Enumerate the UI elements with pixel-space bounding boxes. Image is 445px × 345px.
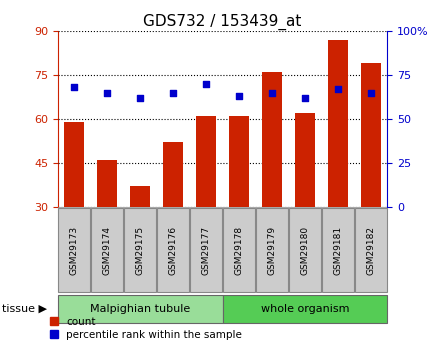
FancyBboxPatch shape [190, 208, 222, 293]
Bar [328, 40, 348, 207]
Point [71, 85, 78, 90]
FancyBboxPatch shape [124, 208, 156, 293]
Bar [361, 63, 380, 207]
Text: tissue ▶: tissue ▶ [2, 304, 47, 314]
Point [367, 90, 374, 95]
Point [301, 95, 308, 101]
Bar [295, 113, 315, 207]
Point [268, 90, 275, 95]
FancyBboxPatch shape [222, 295, 387, 323]
Point [235, 93, 243, 99]
Bar [262, 72, 282, 207]
Point [202, 81, 210, 87]
Point [334, 86, 341, 92]
FancyBboxPatch shape [157, 208, 189, 293]
Text: GSM29182: GSM29182 [366, 226, 375, 275]
Title: GDS732 / 153439_at: GDS732 / 153439_at [143, 13, 302, 30]
Bar [196, 116, 216, 207]
FancyBboxPatch shape [223, 208, 255, 293]
Text: whole organism: whole organism [261, 304, 349, 314]
Point [104, 90, 111, 95]
Bar [130, 186, 150, 207]
Text: GSM29174: GSM29174 [103, 226, 112, 275]
Legend: count, percentile rank within the sample: count, percentile rank within the sample [50, 317, 242, 340]
Text: GSM29179: GSM29179 [267, 226, 276, 275]
Text: GSM29178: GSM29178 [235, 226, 243, 275]
Text: GSM29180: GSM29180 [300, 226, 309, 275]
FancyBboxPatch shape [289, 208, 321, 293]
Text: GSM29181: GSM29181 [333, 226, 342, 275]
Bar [163, 142, 183, 207]
Bar [65, 122, 84, 207]
Point [170, 90, 177, 95]
Bar [229, 116, 249, 207]
Text: GSM29175: GSM29175 [136, 226, 145, 275]
Text: Malpighian tubule: Malpighian tubule [90, 304, 190, 314]
Bar [97, 160, 117, 207]
FancyBboxPatch shape [58, 295, 222, 323]
FancyBboxPatch shape [91, 208, 123, 293]
Point [137, 95, 144, 101]
Text: GSM29177: GSM29177 [202, 226, 210, 275]
FancyBboxPatch shape [58, 208, 90, 293]
FancyBboxPatch shape [322, 208, 354, 293]
FancyBboxPatch shape [355, 208, 387, 293]
Text: GSM29176: GSM29176 [169, 226, 178, 275]
FancyBboxPatch shape [256, 208, 288, 293]
Text: GSM29173: GSM29173 [70, 226, 79, 275]
